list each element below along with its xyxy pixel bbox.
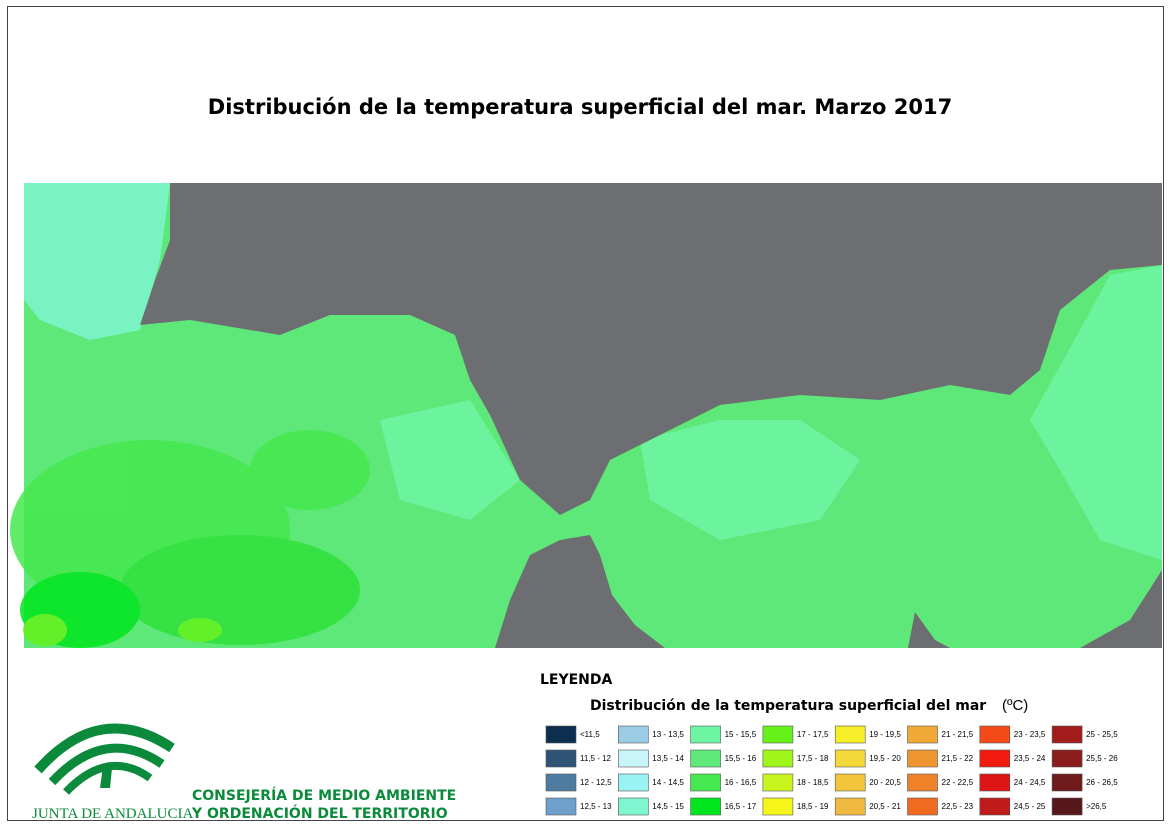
title: Distribución de la temperatura superfici… [208, 95, 952, 119]
legend-label: 16 - 16,5 [725, 778, 757, 787]
legend-label: 19,5 - 20 [869, 754, 901, 763]
logo-line: Y ORDENACIÓN DEL TERRITORIO [191, 804, 448, 822]
legend-swatch [1051, 725, 1083, 744]
land [908, 612, 950, 648]
legend-swatch [762, 773, 794, 792]
legend-label: 22 - 22,5 [942, 778, 974, 787]
logo: JUNTA DE ANDALUCIA CONSEJERÍA DE MEDIO A… [32, 723, 456, 822]
sea-texture [10, 183, 1162, 648]
legend-label: 20 - 20,5 [869, 778, 901, 787]
legend-label: 25 - 25,5 [1086, 730, 1118, 739]
legend-label: 15 - 15,5 [725, 730, 757, 739]
legend-label: 17,5 - 18 [797, 754, 829, 763]
legend-swatch [907, 749, 938, 768]
logo-figure [100, 762, 112, 788]
legend-swatch [834, 725, 866, 744]
legend-swatch [762, 749, 794, 768]
logo-line: CONSEJERÍA DE MEDIO AMBIENTE [192, 787, 456, 804]
legend-swatch [545, 773, 577, 792]
legend-swatch [834, 773, 866, 792]
legend-label: 23,5 - 24 [1014, 754, 1046, 763]
legend-label: <11,5 [580, 730, 600, 739]
legend-label: 14,5 - 15 [652, 802, 684, 811]
legend-swatch [762, 725, 794, 744]
logo-arc [34, 723, 175, 774]
legend-label: 13,5 - 14 [652, 754, 684, 763]
legend-label: 18,5 - 19 [797, 802, 829, 811]
legend-swatch [1051, 797, 1083, 816]
legend-label: 23 - 23,5 [1014, 730, 1046, 739]
legend-swatch [834, 797, 866, 816]
legend-label: 24,5 - 25 [1014, 802, 1046, 811]
warm-patch [250, 430, 370, 510]
logo-arc [48, 743, 165, 786]
legend-label: 21 - 21,5 [942, 730, 974, 739]
legend-swatch [545, 725, 577, 744]
legend-swatch [617, 749, 649, 768]
legend-label: 21,5 - 22 [942, 754, 974, 763]
legend-swatch [979, 725, 1011, 744]
legend-swatch [979, 797, 1011, 816]
legend-label: 17 - 17,5 [797, 730, 829, 739]
legend-swatch [545, 797, 577, 816]
legend-swatch [690, 773, 721, 792]
legend-label: 12 - 12,5 [580, 778, 612, 787]
legend-label: 26 - 26,5 [1086, 778, 1118, 787]
legend-unit: (ºC) [1002, 697, 1028, 714]
legend-label: 22,5 - 23 [942, 802, 974, 811]
legend-swatch [690, 797, 721, 816]
legend-swatch [907, 725, 938, 744]
legend-swatch [617, 773, 649, 792]
legend-swatch [617, 725, 649, 744]
map [10, 183, 1162, 648]
logo-name: JUNTA DE ANDALUCIA [32, 806, 193, 822]
legend-label: 24 - 24,5 [1014, 778, 1046, 787]
legend-swatch [907, 797, 938, 816]
land [495, 535, 665, 648]
legend-swatch [690, 749, 721, 768]
legend-swatch [979, 749, 1011, 768]
warm-patch [120, 535, 360, 645]
legend-label: 13 - 13,5 [652, 730, 684, 739]
cool-patch [1030, 265, 1162, 560]
land [140, 183, 1162, 515]
legend-heading: LEYENDA [540, 672, 613, 688]
cool-patch [640, 420, 860, 540]
legend-swatch [545, 749, 577, 768]
legend-label: 20,5 - 21 [869, 802, 901, 811]
legend-swatch [617, 797, 649, 816]
legend-swatch [907, 773, 938, 792]
legend-label: 15,5 - 16 [725, 754, 757, 763]
cool-patch [380, 400, 520, 520]
legend-swatch [1051, 773, 1083, 792]
legend-swatch [1051, 749, 1083, 768]
legend-label: 12,5 - 13 [580, 802, 612, 811]
legend: <11,5 11,5 - 12 12 - 12,5 12,5 - 13 13 - 13,… [545, 725, 1118, 816]
legend-label: 19 - 19,5 [869, 730, 901, 739]
legend-label: >26,5 [1086, 802, 1107, 811]
legend-label: 18 - 18,5 [797, 778, 829, 787]
legend-label: 14 - 14,5 [652, 778, 684, 787]
legend-label: 16,5 - 17 [725, 802, 757, 811]
legend-subtitle: Distribución de la temperatura superfici… [590, 698, 986, 714]
cool-patch [24, 183, 170, 340]
legend-label: 11,5 - 12 [580, 754, 612, 763]
legend-swatch [762, 797, 794, 816]
legend-label: 25,5 - 26 [1086, 754, 1118, 763]
warm-patch [23, 614, 67, 646]
legend-swatch [834, 749, 866, 768]
legend-swatch [979, 773, 1011, 792]
warm-patch [178, 618, 222, 642]
land [1080, 570, 1162, 648]
legend-swatch [690, 725, 721, 744]
